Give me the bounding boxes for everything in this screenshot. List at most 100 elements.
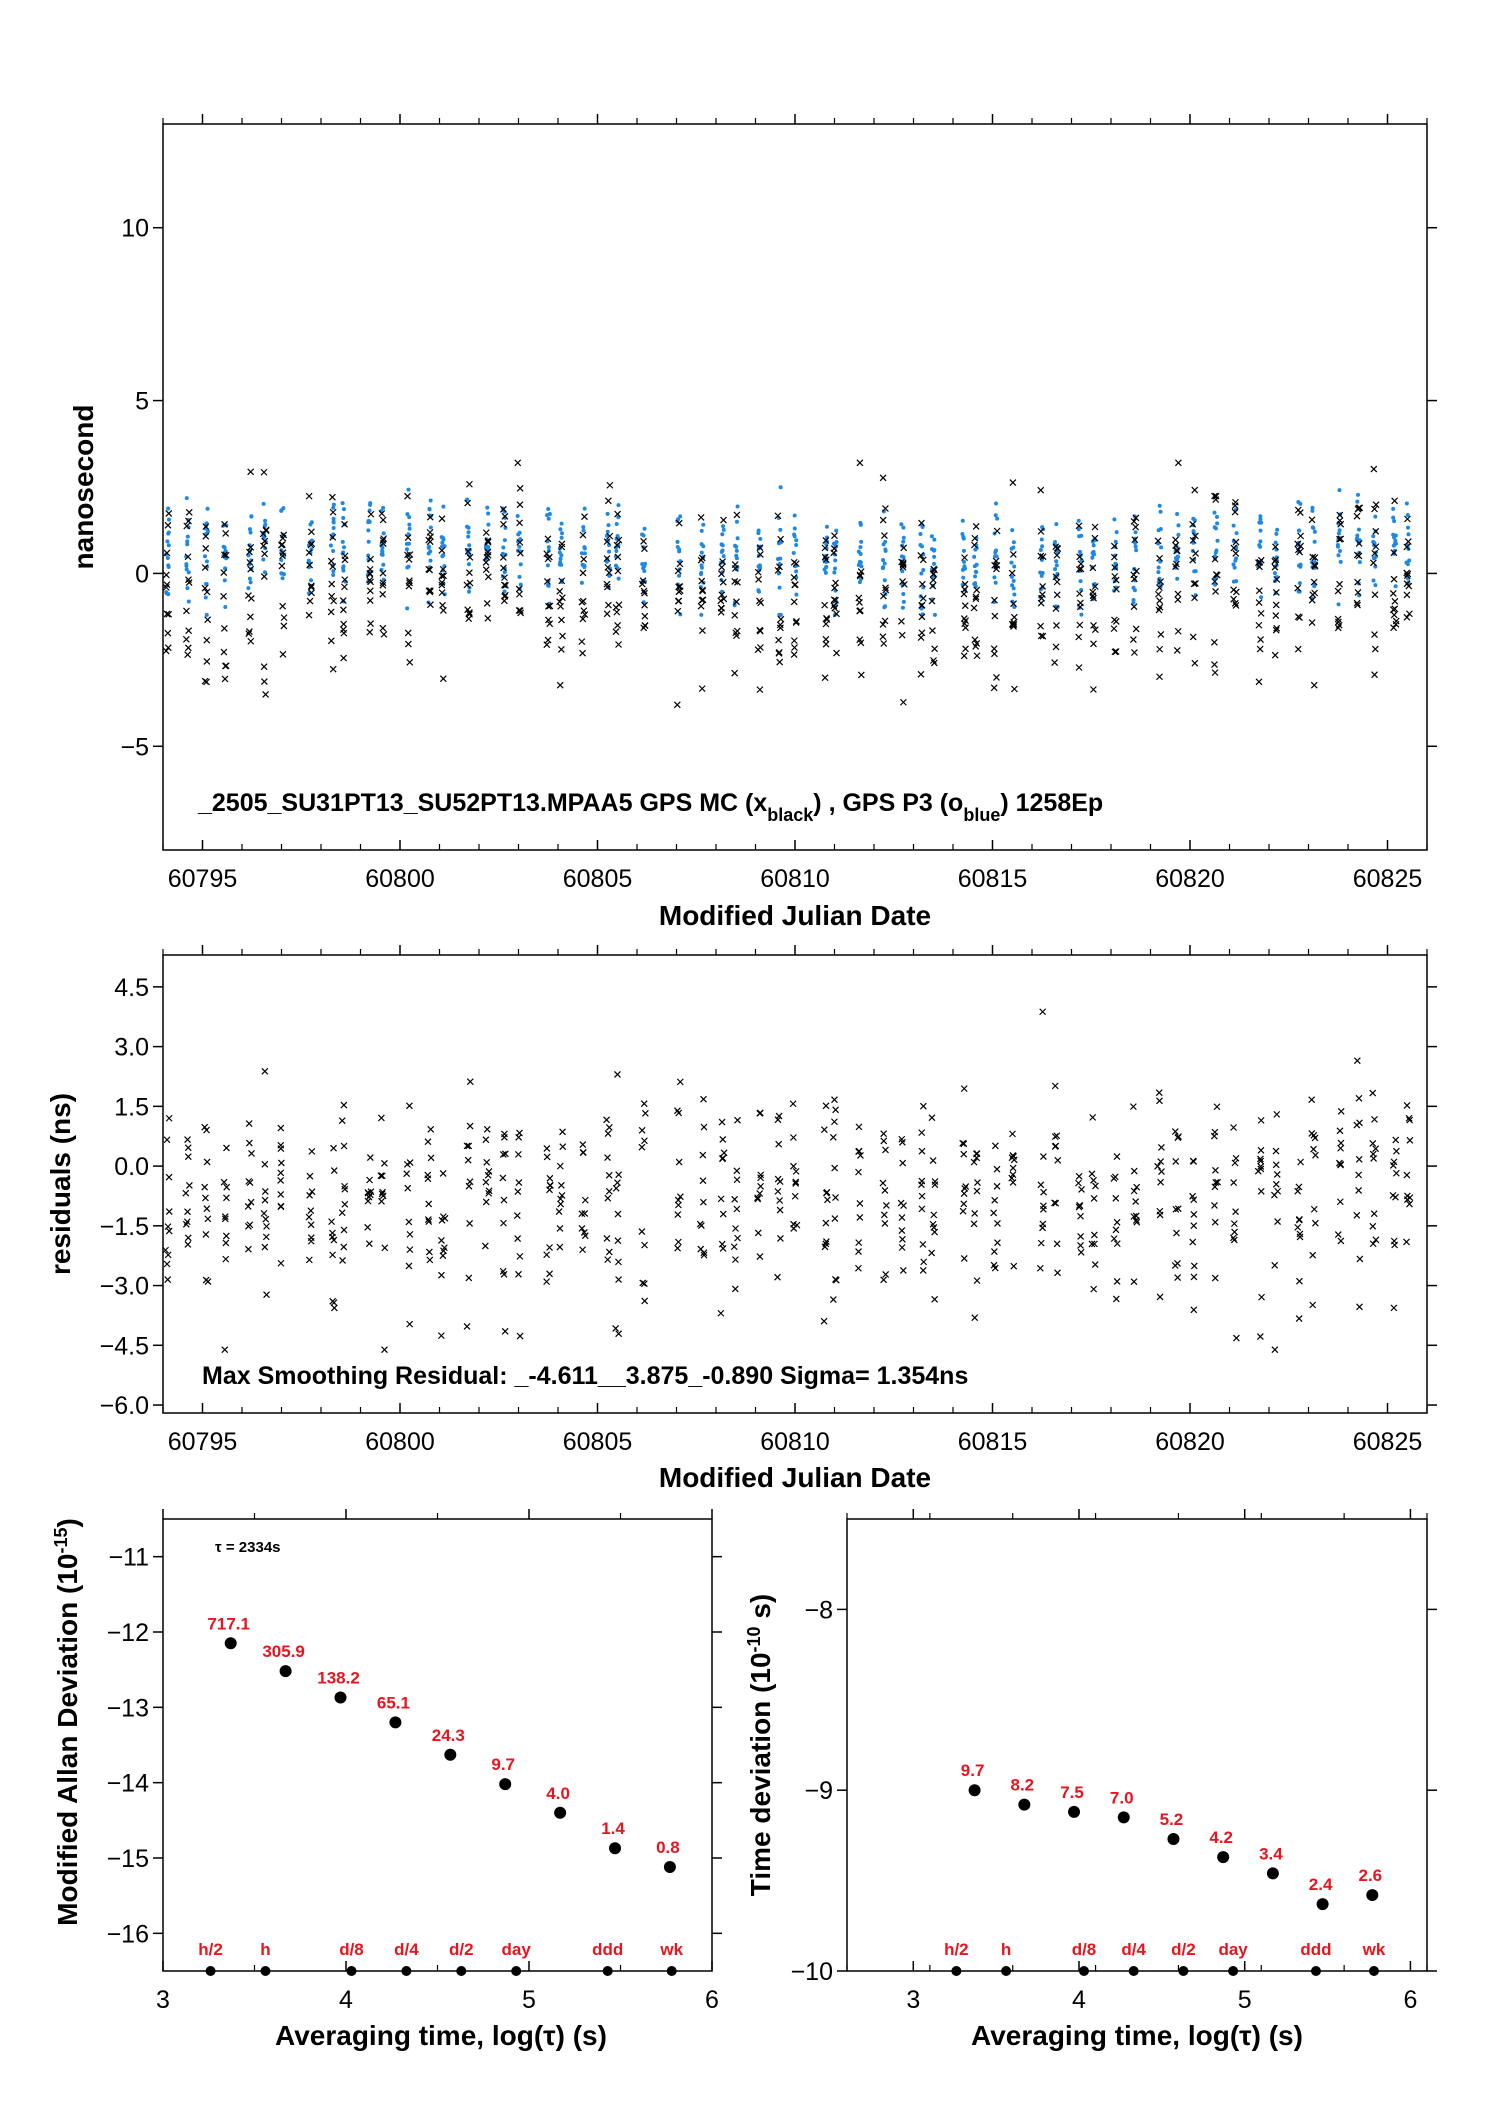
residual-point: [220, 1178, 228, 1186]
black-point: [1371, 549, 1379, 557]
blue-point: [560, 531, 565, 536]
residual-point: [1189, 1238, 1197, 1246]
blue-point: [792, 532, 797, 537]
black-point: [720, 516, 727, 524]
black-point: [856, 607, 864, 615]
interval-marker-point: [1001, 1966, 1012, 1976]
residual-point: [719, 1154, 727, 1162]
black-point: [246, 613, 254, 621]
blue-point: [859, 539, 864, 544]
residual-point: [1157, 1144, 1165, 1151]
blue-point: [1258, 528, 1263, 533]
blue-point: [1038, 547, 1043, 552]
residual-point: [163, 1136, 171, 1144]
blue-point: [1337, 488, 1342, 493]
blue-point: [1337, 528, 1342, 533]
black-point: [379, 624, 387, 632]
residual-point: [676, 1193, 684, 1201]
residual-point: [1174, 1205, 1182, 1213]
residual-point: [277, 1145, 285, 1152]
residual-point: [1311, 1219, 1319, 1227]
residual-point: [832, 1194, 839, 1201]
residual-point: [918, 1129, 926, 1137]
residual-point: [579, 1141, 587, 1148]
blue-point: [405, 512, 410, 517]
black-point: [203, 636, 211, 644]
black-point: [327, 557, 335, 565]
blue-point: [900, 605, 905, 610]
black-point: [961, 602, 969, 610]
blue-point: [467, 543, 472, 548]
black-point: [961, 554, 968, 562]
black-point: [990, 645, 998, 653]
residual-point: [831, 1215, 839, 1222]
residual-annotation: Max Smoothing Residual: _-4.611__3.875_-…: [202, 1362, 968, 1390]
interval-marker-label: wk: [659, 1940, 683, 1959]
y-tick-label: −15: [107, 1845, 149, 1873]
interval-marker-point: [401, 1966, 412, 1976]
blue-point: [1133, 540, 1138, 545]
black-point: [260, 678, 268, 686]
blue-point: [719, 549, 724, 554]
black-point: [328, 493, 336, 501]
residual-point: [163, 1260, 171, 1268]
black-point: [776, 658, 784, 666]
black-point: [993, 565, 1000, 573]
time-series-panel: 60795 60800 60805 60810 60815 60820 6082…: [68, 114, 1437, 931]
residual-point: [1211, 1166, 1219, 1174]
black-point: [1111, 616, 1118, 624]
residual-point: [405, 1262, 413, 1270]
black-point: [899, 698, 907, 706]
black-point: [1369, 559, 1377, 567]
blue-point: [675, 539, 680, 544]
residual-point: [1258, 1293, 1265, 1301]
blue-point: [1296, 528, 1301, 533]
residual-point: [1090, 1231, 1098, 1239]
residual-point: [1190, 1211, 1198, 1218]
residual-point: [438, 1271, 445, 1279]
residual-point: [614, 1210, 622, 1218]
black-point: [899, 561, 907, 569]
blue-point: [834, 540, 839, 545]
residual-point: [1077, 1212, 1084, 1220]
residual-point: [855, 1248, 862, 1256]
residual-point: [720, 1149, 728, 1157]
residual-point: [613, 1179, 621, 1187]
black-point: [757, 599, 765, 607]
blue-point: [331, 572, 336, 577]
black-point: [280, 614, 288, 622]
x-tick-label: 6: [1403, 1986, 1417, 2014]
blue-point: [778, 527, 783, 532]
black-point: [962, 645, 969, 653]
blue-point: [1009, 546, 1014, 551]
axis-ticks: [153, 1509, 722, 1971]
black-point: [1010, 685, 1018, 693]
residual-point: [464, 1156, 472, 1164]
blue-point: [517, 574, 522, 579]
blue-point: [466, 530, 471, 535]
data-label: 24.3: [432, 1726, 465, 1745]
black-point: [1390, 611, 1398, 619]
black-point: [833, 610, 840, 618]
black-point: [1192, 550, 1199, 557]
residual-point: [1403, 1196, 1411, 1203]
black-point: [1271, 543, 1279, 551]
residual-point: [960, 1150, 968, 1158]
x-tick-label: 60825: [1353, 1428, 1423, 1456]
residual-point: [262, 1215, 270, 1223]
black-point: [516, 538, 524, 546]
black-point: [1389, 589, 1397, 597]
blue-point: [502, 538, 507, 543]
black-point: [697, 556, 705, 564]
black-point: [165, 610, 173, 618]
black-point: [329, 563, 337, 571]
y-tick-label: −5: [120, 733, 149, 761]
residual-point: [1392, 1147, 1400, 1155]
blue-point: [834, 528, 839, 533]
black-point: [1129, 636, 1137, 643]
residual-point: [261, 1160, 269, 1168]
interval-marker-label: h/2: [944, 1940, 969, 1959]
residual-point: [931, 1181, 939, 1189]
residual-point: [1039, 1153, 1047, 1160]
blue-point: [428, 525, 433, 530]
